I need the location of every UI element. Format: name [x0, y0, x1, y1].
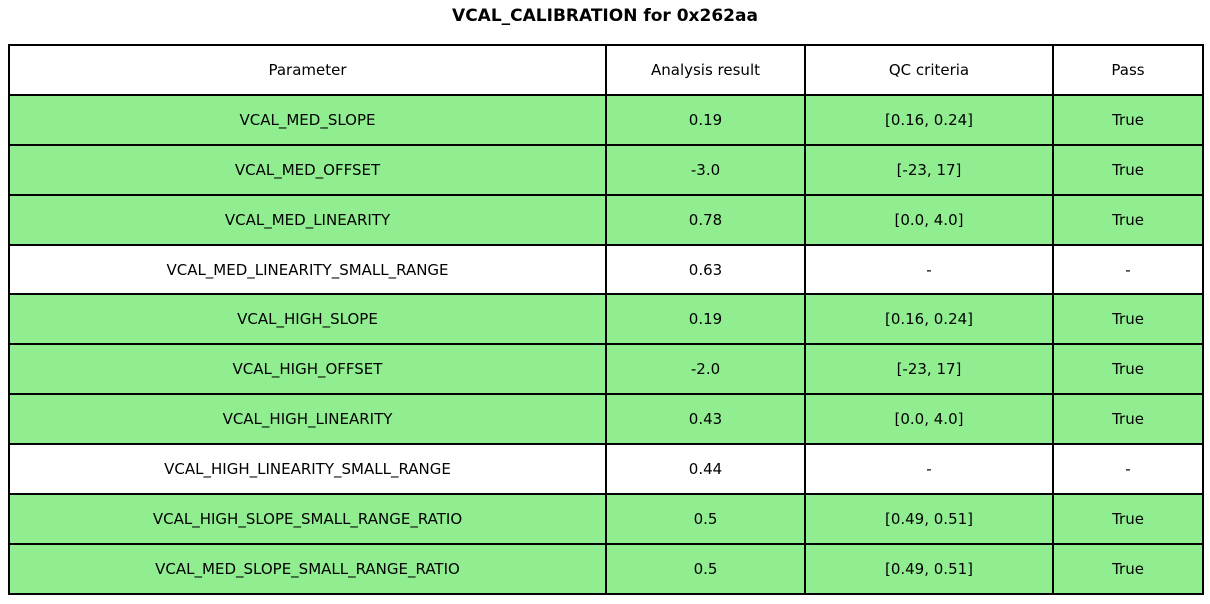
cell-pass: True: [1052, 143, 1204, 196]
cell-analysis-result: 0.44: [605, 443, 806, 496]
column-header-pass: Pass: [1052, 44, 1204, 96]
table-row: VCAL_MED_LINEARITY 0.78 [0.0, 4.0] True: [8, 193, 1204, 246]
cell-parameter: VCAL_HIGH_LINEARITY_SMALL_RANGE: [8, 443, 607, 496]
cell-qc-criteria: [0.0, 4.0]: [804, 193, 1054, 246]
cell-pass: True: [1052, 542, 1204, 595]
page-title: VCAL_CALIBRATION for 0x262aa: [452, 6, 758, 26]
cell-analysis-result: 0.5: [605, 542, 806, 595]
cell-analysis-result: -2.0: [605, 343, 806, 396]
cell-parameter: VCAL_HIGH_SLOPE_SMALL_RANGE_RATIO: [8, 493, 607, 545]
table-row: VCAL_HIGH_LINEARITY 0.43 [0.0, 4.0] True: [8, 393, 1204, 446]
cell-qc-criteria: [0.16, 0.24]: [804, 93, 1054, 146]
cell-parameter: VCAL_MED_LINEARITY_SMALL_RANGE: [8, 243, 607, 296]
cell-analysis-result: 0.63: [605, 243, 806, 296]
cell-qc-criteria: [0.49, 0.51]: [804, 542, 1054, 595]
cell-pass: -: [1052, 243, 1204, 296]
cell-pass: True: [1052, 343, 1204, 396]
cell-analysis-result: 0.43: [605, 393, 806, 446]
cell-parameter: VCAL_MED_SLOPE: [8, 93, 607, 146]
column-header-analysis-result: Analysis result: [605, 44, 806, 96]
table-row: VCAL_HIGH_OFFSET -2.0 [-23, 17] True: [8, 343, 1204, 396]
cell-qc-criteria: -: [804, 243, 1054, 296]
qc-table: Parameter Analysis result QC criteria Pa…: [8, 44, 1204, 595]
cell-analysis-result: 0.19: [605, 293, 806, 346]
cell-parameter: VCAL_MED_OFFSET: [8, 143, 607, 196]
cell-parameter: VCAL_HIGH_SLOPE: [8, 293, 607, 346]
table-row: VCAL_MED_SLOPE_SMALL_RANGE_RATIO 0.5 [0.…: [8, 542, 1204, 595]
cell-qc-criteria: [-23, 17]: [804, 143, 1054, 196]
cell-analysis-result: -3.0: [605, 143, 806, 196]
cell-pass: True: [1052, 293, 1204, 346]
column-header-qc-criteria: QC criteria: [804, 44, 1054, 96]
cell-pass: True: [1052, 493, 1204, 545]
table-row: VCAL_MED_SLOPE 0.19 [0.16, 0.24] True: [8, 93, 1204, 146]
table-row: VCAL_HIGH_SLOPE_SMALL_RANGE_RATIO 0.5 [0…: [8, 493, 1204, 545]
table-row: VCAL_HIGH_SLOPE 0.19 [0.16, 0.24] True: [8, 293, 1204, 346]
cell-analysis-result: 0.19: [605, 93, 806, 146]
table-row: VCAL_MED_OFFSET -3.0 [-23, 17] True: [8, 143, 1204, 196]
table-row: VCAL_HIGH_LINEARITY_SMALL_RANGE 0.44 - -: [8, 443, 1204, 496]
column-header-parameter: Parameter: [8, 44, 607, 96]
cell-pass: True: [1052, 393, 1204, 446]
qc-table-body: VCAL_MED_SLOPE 0.19 [0.16, 0.24] True VC…: [8, 93, 1204, 595]
table-header-row: Parameter Analysis result QC criteria Pa…: [8, 44, 1204, 96]
cell-qc-criteria: [-23, 17]: [804, 343, 1054, 396]
cell-qc-criteria: [0.49, 0.51]: [804, 493, 1054, 545]
table-row: VCAL_MED_LINEARITY_SMALL_RANGE 0.63 - -: [8, 243, 1204, 296]
cell-analysis-result: 0.5: [605, 493, 806, 545]
cell-parameter: VCAL_HIGH_LINEARITY: [8, 393, 607, 446]
cell-pass: -: [1052, 443, 1204, 496]
cell-parameter: VCAL_MED_LINEARITY: [8, 193, 607, 246]
cell-pass: True: [1052, 93, 1204, 146]
cell-qc-criteria: -: [804, 443, 1054, 496]
cell-parameter: VCAL_MED_SLOPE_SMALL_RANGE_RATIO: [8, 542, 607, 595]
cell-analysis-result: 0.78: [605, 193, 806, 246]
cell-parameter: VCAL_HIGH_OFFSET: [8, 343, 607, 396]
cell-pass: True: [1052, 193, 1204, 246]
cell-qc-criteria: [0.0, 4.0]: [804, 393, 1054, 446]
cell-qc-criteria: [0.16, 0.24]: [804, 293, 1054, 346]
